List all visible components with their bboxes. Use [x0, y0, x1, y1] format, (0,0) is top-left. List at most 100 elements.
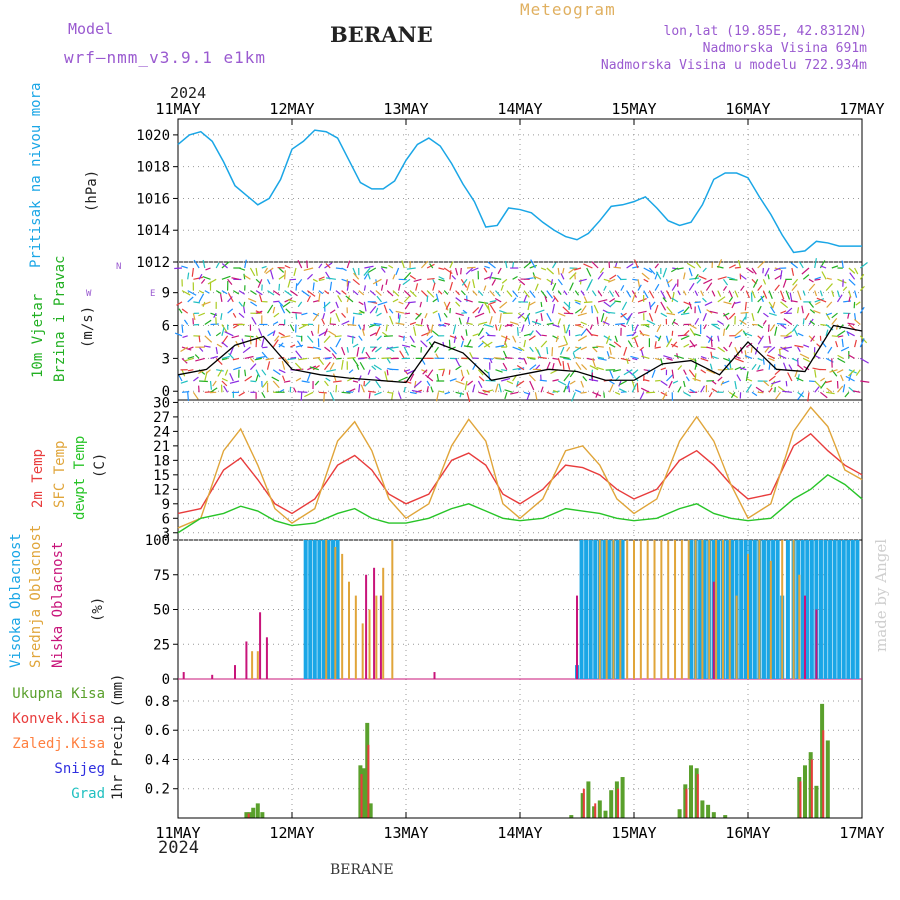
wind-arrow: [463, 345, 473, 348]
wind-arrow: [181, 290, 191, 296]
wind-arrow: [694, 363, 697, 370]
cloud-high-bar: [809, 540, 814, 679]
wind-arrow: [836, 324, 839, 330]
wind-arrow: [751, 313, 755, 322]
wind-arrow: [557, 290, 562, 296]
wind-arrow: [689, 328, 696, 337]
wind-arrow: [478, 341, 485, 348]
wind-arrow: [184, 357, 194, 362]
wind-arrow: [352, 380, 359, 383]
wind-arrow: [489, 316, 493, 325]
precip-label-graupel: Grad: [71, 786, 105, 802]
precip-total-bar: [247, 812, 252, 818]
wind-arrow: [298, 357, 308, 361]
wind-arrow: [281, 375, 286, 382]
wind-arrow: [326, 277, 336, 280]
wind-arrow: [557, 312, 566, 317]
wind-arrow: [221, 377, 228, 382]
wind-arrow: [516, 365, 525, 371]
wind-arrow: [313, 356, 320, 359]
wind-arrow: [677, 267, 684, 270]
wind-arrow: [306, 335, 314, 343]
wind-arrow: [312, 299, 320, 303]
wind-arrow: [255, 355, 266, 359]
wind-arrow: [223, 385, 229, 393]
wind-arrow: [797, 374, 800, 382]
wind-arrow: [739, 319, 747, 326]
wind-arrow: [455, 391, 465, 395]
wind-arrow: [439, 323, 445, 327]
wind-arrow: [279, 304, 286, 314]
wind-arrow: [358, 290, 365, 296]
cloud-mid-bar: [687, 540, 690, 679]
wind-arrow: [369, 332, 377, 337]
wind-arrow: [526, 356, 536, 359]
wind-arrow: [419, 301, 422, 308]
wind-arrow: [716, 265, 724, 269]
model-elevation-text: Nadmorska Visina u modelu 722.934m: [600, 58, 867, 73]
wind-arrow: [267, 331, 275, 337]
wind-arrow: [792, 278, 799, 286]
wind-arrow: [210, 387, 218, 393]
temp-unit: (C): [92, 452, 108, 478]
wind-arrow: [301, 312, 308, 316]
wind-arrow: [500, 335, 511, 341]
x-tick-label-bottom: 17MAY: [839, 824, 884, 842]
wind-arrow: [465, 267, 474, 275]
precip-conv-bar: [822, 730, 825, 818]
cloud-ylabel-mid: Srednja Oblacnost: [28, 524, 44, 668]
wind-arrow: [181, 308, 189, 314]
wind-arrow: [563, 290, 568, 296]
wind-arrow: [794, 344, 804, 348]
wind-arrow: [775, 391, 781, 400]
cloud-mid-bar: [781, 540, 784, 679]
wind-arrow: [785, 331, 793, 337]
wind-arrow: [826, 387, 833, 393]
wind-arrow: [406, 267, 416, 270]
wind-arrow: [403, 272, 412, 280]
precip-conv-bar: [617, 788, 620, 818]
wind-arrow: [717, 320, 724, 326]
wind-arrow: [574, 389, 582, 393]
wind-arrow: [530, 259, 536, 269]
wind-arrow: [360, 384, 365, 393]
cloud-mid-bar: [701, 540, 704, 679]
wind-arrow: [479, 335, 485, 340]
wind-arrow: [504, 389, 513, 393]
wind-arrow: [242, 346, 251, 354]
wind-arrow: [620, 312, 627, 318]
wind-arrow: [546, 347, 549, 355]
precip-total-bar: [597, 800, 602, 818]
wind-arrow: [807, 392, 810, 402]
wind-arrow: [639, 330, 645, 337]
wind-arrow: [478, 391, 488, 396]
wind-arrow: [710, 337, 713, 348]
wind-arrow: [384, 371, 388, 382]
wind-arrow: [671, 292, 675, 303]
wind-arrow: [568, 301, 571, 311]
wind-arrow: [734, 290, 739, 298]
wind-arrow: [636, 382, 639, 393]
wind-arrow: [289, 290, 298, 297]
cloud-high-bar: [593, 540, 598, 679]
wind-arrow: [210, 312, 218, 316]
wind-arrow: [803, 357, 811, 363]
x-tick-label-top: 15MAY: [611, 100, 656, 118]
wind-arrow: [750, 347, 753, 353]
wind-arrow: [535, 330, 542, 337]
wind-arrow: [292, 311, 302, 314]
cloud-low-bar: [182, 672, 185, 679]
cloud-mid-bar: [251, 651, 254, 679]
wind-arrow: [438, 267, 445, 271]
wind-arrow: [677, 309, 685, 314]
wind-arrow: [859, 306, 865, 314]
wind-arrow: [272, 330, 276, 336]
cloud-low-bar: [712, 581, 715, 679]
wind-arrow: [814, 258, 817, 269]
wind-arrow: [426, 335, 434, 342]
wind-arrow: [449, 281, 454, 291]
wind-arrow: [780, 310, 787, 314]
wind-arrow: [398, 335, 404, 338]
wind-arrow: [740, 316, 747, 325]
wind-arrow: [346, 260, 351, 269]
